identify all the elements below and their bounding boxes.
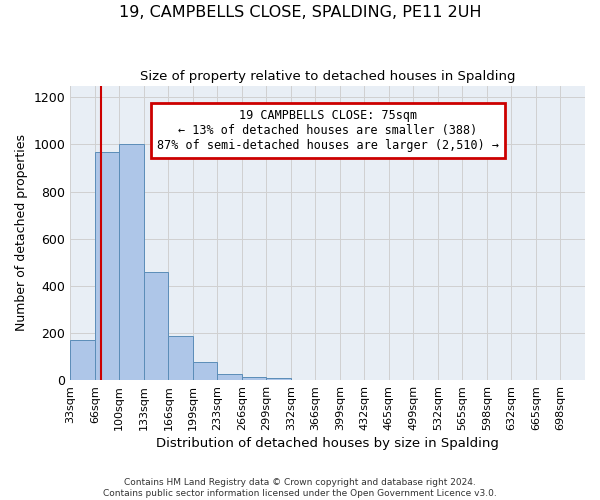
X-axis label: Distribution of detached houses by size in Spalding: Distribution of detached houses by size … [156, 437, 499, 450]
Bar [119, 144, 144, 380]
Bar [169, 336, 193, 380]
Bar [217, 374, 242, 380]
Bar [95, 152, 119, 380]
Text: 19, CAMPBELLS CLOSE, SPALDING, PE11 2UH: 19, CAMPBELLS CLOSE, SPALDING, PE11 2UH [119, 5, 481, 20]
Title: Size of property relative to detached houses in Spalding: Size of property relative to detached ho… [140, 70, 515, 83]
Bar [144, 272, 169, 380]
Bar [70, 340, 95, 380]
Text: 19 CAMPBELLS CLOSE: 75sqm
← 13% of detached houses are smaller (388)
87% of semi: 19 CAMPBELLS CLOSE: 75sqm ← 13% of detac… [157, 109, 499, 152]
Text: Contains HM Land Registry data © Crown copyright and database right 2024.
Contai: Contains HM Land Registry data © Crown c… [103, 478, 497, 498]
Bar [193, 362, 217, 380]
Y-axis label: Number of detached properties: Number of detached properties [15, 134, 28, 332]
Bar [242, 376, 266, 380]
Bar [266, 378, 291, 380]
